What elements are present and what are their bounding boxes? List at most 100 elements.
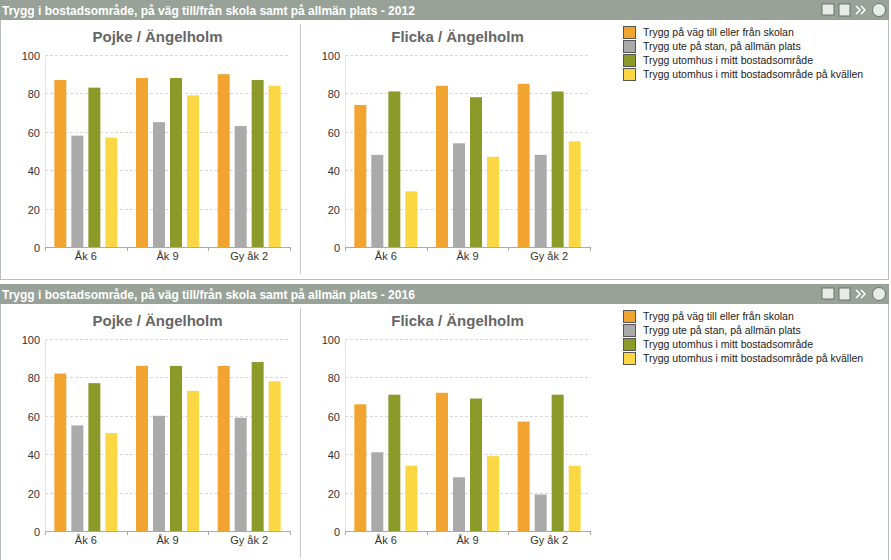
- grid-line: [45, 339, 290, 340]
- panel-frame: [1, 1, 889, 280]
- grid-line: [45, 531, 290, 532]
- bar: [405, 466, 417, 531]
- bar: [535, 155, 547, 247]
- y-tick-label: 80: [328, 88, 340, 100]
- x-tick-label: Åk 9: [456, 250, 478, 262]
- x-tick-label: Åk 6: [75, 534, 97, 546]
- y-axis: [345, 339, 346, 531]
- bar: [453, 477, 465, 531]
- x-tick-label: Åk 6: [75, 250, 97, 262]
- x-tick-label: Gy åk 2: [530, 250, 568, 262]
- legend-label: Trygg utomhus i mitt bostadsområde: [643, 338, 813, 350]
- chart: Flicka / Ängelholm020406080100Åk 6Åk 9Gy…: [322, 28, 591, 262]
- y-tick-label: 60: [28, 411, 40, 423]
- x-axis: [45, 247, 290, 248]
- grid-line: [345, 377, 590, 378]
- bars: [354, 84, 580, 247]
- y-axis: [345, 55, 346, 247]
- y-tick-label: 0: [334, 526, 340, 538]
- bar: [470, 399, 482, 531]
- legend-label: Trygg på väg till eller från skolan: [643, 310, 794, 322]
- bar: [136, 78, 148, 247]
- x-tick: [45, 531, 46, 535]
- x-tick: [345, 247, 346, 251]
- bar: [487, 456, 499, 531]
- y-tick-label: 60: [28, 127, 40, 139]
- bar: [105, 138, 117, 247]
- bar: [470, 97, 482, 247]
- y-tick-label: 100: [322, 50, 340, 62]
- y-tick-label: 40: [28, 449, 40, 461]
- page: Trygg i bostadsområde, på väg till/från …: [0, 0, 891, 560]
- icon-print: [822, 4, 834, 15]
- grid-line: [345, 55, 590, 56]
- y-tick-label: 40: [28, 165, 40, 177]
- grid-line: [345, 247, 590, 248]
- bar: [371, 452, 383, 531]
- y-tick-label: 20: [328, 204, 340, 216]
- x-tick: [45, 247, 46, 251]
- legend-swatch: [624, 339, 636, 351]
- bar: [453, 143, 465, 247]
- bar: [218, 366, 230, 531]
- bar: [569, 141, 581, 247]
- x-tick-label: Åk 9: [156, 250, 178, 262]
- bar: [170, 78, 182, 247]
- y-tick-label: 80: [28, 372, 40, 384]
- bar: [88, 383, 100, 531]
- x-axis: [345, 531, 590, 532]
- legend-swatch: [624, 325, 636, 337]
- icon-more: [856, 290, 865, 298]
- icon-print: [822, 288, 834, 299]
- x-tick-label: Åk 9: [156, 534, 178, 546]
- legend-swatch: [624, 311, 636, 323]
- x-tick-label: Åk 6: [375, 534, 397, 546]
- panel-header: [0, 0, 889, 20]
- chart-title: Pojke / Ängelholm: [92, 312, 222, 329]
- bar: [269, 86, 281, 247]
- y-tick-label: 100: [22, 334, 40, 346]
- x-tick: [508, 531, 509, 535]
- y-axis: [45, 339, 46, 531]
- legend-label: Trygg ute på stan, på allmän plats: [643, 40, 801, 52]
- y-tick-label: 20: [28, 488, 40, 500]
- chart-title: Flicka / Ängelholm: [391, 28, 524, 45]
- bar: [388, 91, 400, 247]
- chart: Pojke / Ängelholm020406080100Åk 6Åk 9Gy …: [22, 312, 291, 546]
- x-tick: [427, 531, 428, 535]
- bar: [218, 74, 230, 247]
- bar: [105, 433, 117, 531]
- bar: [388, 395, 400, 531]
- bar: [252, 362, 264, 531]
- bars: [354, 393, 580, 531]
- x-tick-label: Gy åk 2: [230, 534, 268, 546]
- bars: [54, 74, 280, 247]
- bar: [54, 374, 66, 531]
- x-tick: [290, 531, 291, 535]
- x-tick: [127, 531, 128, 535]
- x-tick: [508, 247, 509, 251]
- x-tick: [590, 531, 591, 535]
- bar: [187, 95, 199, 247]
- chart: Pojke / Ängelholm020406080100Åk 6Åk 9Gy …: [22, 28, 291, 262]
- bar: [136, 366, 148, 531]
- bar: [153, 416, 165, 531]
- bar: [54, 80, 66, 247]
- x-tick-label: Åk 6: [375, 250, 397, 262]
- legend-label: Trygg på väg till eller från skolan: [643, 26, 794, 38]
- legend: Trygg på väg till eller från skolan Trygg…: [624, 310, 864, 365]
- bar: [170, 366, 182, 531]
- x-axis: [45, 531, 290, 532]
- grid-line: [45, 55, 290, 56]
- bar: [569, 466, 581, 531]
- bar: [518, 422, 530, 531]
- y-tick-label: 60: [328, 127, 340, 139]
- bar: [436, 393, 448, 531]
- y-tick-label: 80: [28, 88, 40, 100]
- panel-title: Trygg i bostadsområde, på väg till/från …: [2, 4, 415, 18]
- y-tick-label: 60: [328, 411, 340, 423]
- bar: [552, 91, 564, 247]
- legend-swatch: [624, 27, 636, 39]
- icon-more: [856, 6, 865, 14]
- bars: [54, 362, 280, 531]
